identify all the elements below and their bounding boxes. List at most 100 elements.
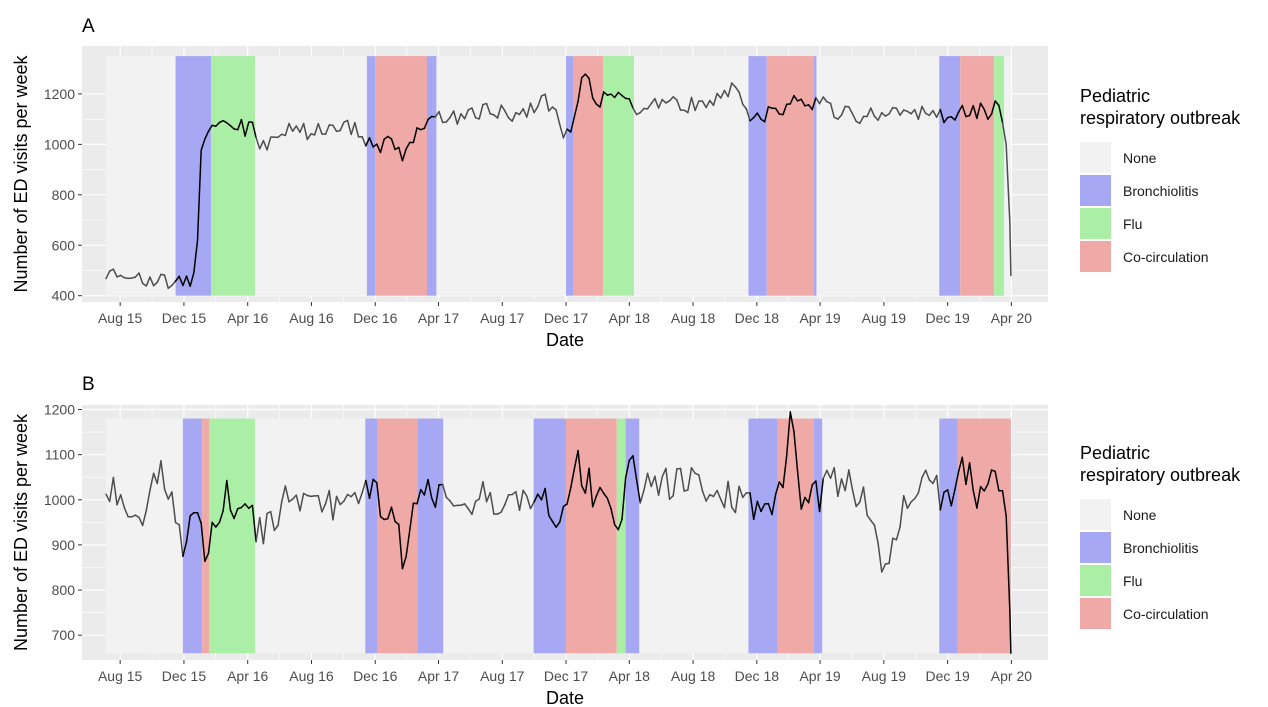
series-segment xyxy=(302,122,309,141)
series-segment xyxy=(873,524,879,545)
series-segment xyxy=(163,274,169,290)
legend-title: respiratory outbreak xyxy=(1080,108,1241,128)
outbreak-band-bronchiolitis xyxy=(625,418,640,654)
y-tick-label: 800 xyxy=(52,582,76,598)
series-segment xyxy=(566,487,572,505)
series-segment xyxy=(419,488,426,496)
series-segment xyxy=(218,510,224,524)
series-segment xyxy=(559,505,565,523)
series-segment xyxy=(555,521,561,528)
series-segment xyxy=(178,275,184,287)
series-segment xyxy=(895,526,901,541)
series-segment xyxy=(445,116,451,123)
series-segment xyxy=(661,467,667,478)
x-axis-title: Date xyxy=(546,330,584,350)
outbreak-band-none xyxy=(106,56,1011,296)
outbreak-band-bronchiolitis xyxy=(748,418,778,654)
series-segment xyxy=(379,515,385,521)
series-segment xyxy=(983,108,989,120)
series-segment xyxy=(774,481,781,496)
series-segment xyxy=(405,529,411,558)
series-segment xyxy=(361,479,367,494)
series-segment xyxy=(526,102,532,118)
series-segment xyxy=(434,110,440,118)
x-tick-label: Apr 20 xyxy=(991,310,1032,326)
series-segment xyxy=(774,107,781,115)
series-segment xyxy=(1005,143,1011,224)
outbreak-band-bronchiolitis xyxy=(366,56,376,296)
series-segment xyxy=(741,103,748,110)
series-segment xyxy=(328,489,334,521)
series-segment xyxy=(577,77,583,103)
series-segment xyxy=(906,501,912,509)
series-segment xyxy=(196,512,202,524)
series-segment xyxy=(961,104,967,118)
series-segment xyxy=(295,494,301,512)
series-segment xyxy=(485,102,491,115)
series-segment xyxy=(976,102,982,120)
series-segment xyxy=(548,106,554,112)
series-segment xyxy=(588,77,594,99)
series-segment xyxy=(873,115,879,121)
series-segment xyxy=(390,506,396,523)
series-segment xyxy=(116,494,122,506)
series-segment xyxy=(613,523,620,531)
series-segment xyxy=(837,478,843,497)
series-segment xyxy=(482,481,488,503)
outbreak-band-flu xyxy=(994,56,1005,296)
series-segment xyxy=(258,139,265,150)
series-segment xyxy=(189,271,195,287)
y-tick-label: 1000 xyxy=(44,492,75,508)
panel-tag: B xyxy=(82,374,95,395)
series-segment xyxy=(387,506,393,520)
series-segment xyxy=(932,109,938,118)
series-segment xyxy=(829,466,835,479)
series-segment xyxy=(862,486,868,517)
series-segment xyxy=(599,486,605,495)
series-segment xyxy=(749,492,755,521)
series-segment xyxy=(987,469,993,485)
x-tick-label: Aug 16 xyxy=(289,310,334,326)
x-tick-label: Aug 16 xyxy=(289,668,334,684)
series-segment xyxy=(504,494,510,506)
series-segment xyxy=(994,470,1000,492)
x-tick-label: Aug 17 xyxy=(480,310,525,326)
series-segment xyxy=(211,521,217,528)
series-segment xyxy=(657,98,663,109)
series-segment xyxy=(174,275,180,282)
series-segment xyxy=(244,121,250,137)
legend-key-co-circulation xyxy=(1080,241,1111,272)
x-tick-label: Dec 17 xyxy=(544,310,589,326)
series-segment xyxy=(807,483,813,504)
series-segment xyxy=(983,483,989,492)
series-segment xyxy=(350,121,356,136)
series-segment xyxy=(383,135,389,141)
series-segment xyxy=(145,489,151,512)
series-segment xyxy=(870,107,876,118)
series-segment xyxy=(171,491,177,524)
series-segment xyxy=(731,82,737,88)
outbreak-band-bronchiolitis xyxy=(533,418,567,654)
series-segment xyxy=(1005,515,1011,612)
series-segment xyxy=(752,500,759,521)
outbreak-band-co-circulation xyxy=(766,56,814,296)
series-segment xyxy=(291,125,298,132)
series-segment xyxy=(540,487,546,501)
series-segment xyxy=(262,512,268,545)
series-segment xyxy=(529,102,535,114)
series-segment xyxy=(434,484,440,508)
series-segment xyxy=(441,483,448,499)
series-segment xyxy=(632,107,638,116)
series-segment xyxy=(646,102,652,110)
series-segment xyxy=(207,521,213,555)
series-segment xyxy=(196,149,202,242)
x-tick-label: Dec 16 xyxy=(353,310,398,326)
series-segment xyxy=(804,496,810,504)
series-segment xyxy=(376,481,382,518)
series-segment xyxy=(833,466,839,497)
series-segment xyxy=(720,498,726,509)
series-segment xyxy=(851,489,857,508)
x-axis-title: Date xyxy=(546,688,584,707)
series-segment xyxy=(1009,221,1012,277)
series-segment xyxy=(840,105,846,116)
